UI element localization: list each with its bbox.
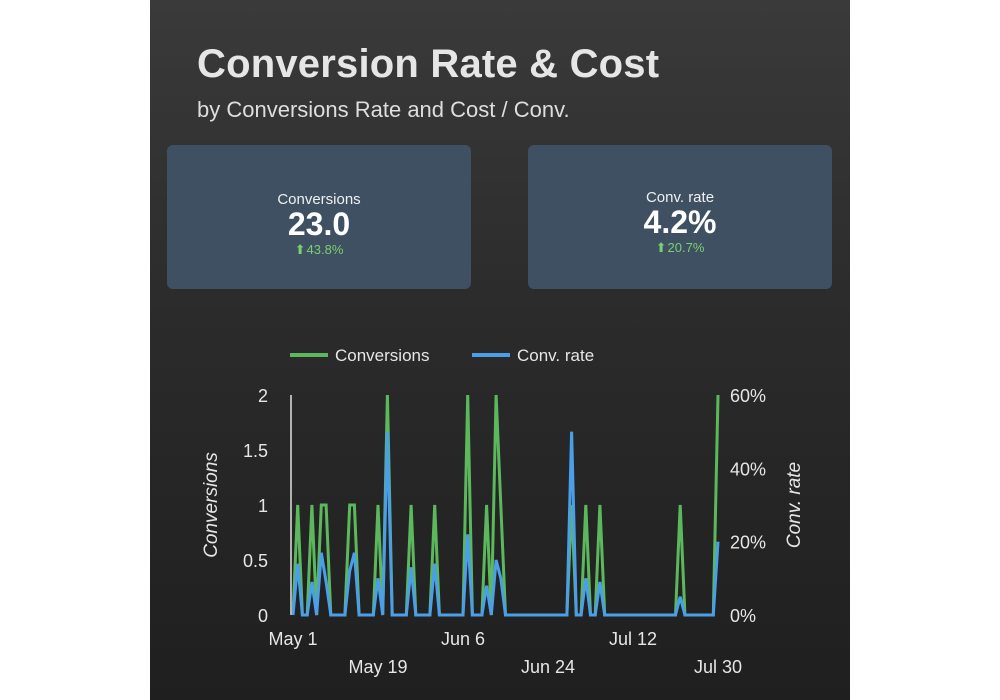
kpi-value: 23.0 bbox=[287, 206, 351, 242]
x-tick-label: Jun 6 bbox=[441, 629, 485, 649]
combo-line-chart: Conversions Conv. rate 0 0.5 1 1.5 2 0% 20% 40… bbox=[201, 346, 805, 677]
y-axis-left-ticks: 0 0.5 1 1.5 2 bbox=[243, 386, 268, 626]
kpi-label: Conv. rate bbox=[645, 189, 715, 206]
y2-tick-label: 40% bbox=[730, 459, 766, 479]
kpi-card-conv-rate[interactable]: Conv. rate 4.2% ⬆20.7% bbox=[528, 145, 832, 289]
y-tick-label: 2 bbox=[258, 386, 268, 406]
kpi-delta-value: 43.8% bbox=[306, 242, 344, 257]
y-axis-right-ticks: 0% 20% 40% 60% bbox=[730, 386, 766, 626]
page-title: Conversion Rate & Cost bbox=[197, 42, 660, 86]
y-tick-label: 0 bbox=[258, 606, 268, 626]
arrow-up-icon: ⬆ bbox=[655, 240, 667, 255]
legend-label-conversions[interactable]: Conversions bbox=[335, 346, 430, 365]
y2-tick-label: 20% bbox=[730, 533, 766, 553]
kpi-card-conversions[interactable]: Conversions 23.0 ⬆43.8% bbox=[167, 145, 471, 289]
x-tick-label: Jun 24 bbox=[521, 657, 575, 677]
chart-series bbox=[291, 394, 720, 617]
y-tick-label: 1.5 bbox=[243, 441, 268, 461]
y-axis-title: Conversions bbox=[201, 452, 222, 558]
y-tick-label: 0.5 bbox=[243, 551, 268, 571]
x-tick-label: Jul 30 bbox=[694, 657, 742, 677]
kpi-delta-value: 20.7% bbox=[667, 240, 705, 255]
y2-axis-title: Conv. rate bbox=[784, 462, 805, 548]
kpi-delta: ⬆20.7% bbox=[528, 240, 832, 256]
series-line-conv-rate[interactable] bbox=[291, 431, 720, 617]
x-tick-label: May 1 bbox=[268, 629, 317, 649]
x-tick-label: Jul 12 bbox=[609, 629, 657, 649]
arrow-up-icon: ⬆ bbox=[294, 242, 306, 257]
y2-tick-label: 60% bbox=[730, 386, 766, 406]
dashboard-panel: Conversion Rate & Cost by Conversions Ra… bbox=[150, 0, 850, 700]
y-tick-label: 1 bbox=[258, 496, 268, 516]
x-tick-label: May 19 bbox=[348, 657, 407, 677]
legend-label-conv-rate[interactable]: Conv. rate bbox=[517, 346, 594, 365]
kpi-label: Conversions bbox=[277, 191, 361, 208]
y2-tick-label: 0% bbox=[730, 606, 756, 626]
kpi-delta: ⬆43.8% bbox=[167, 242, 471, 258]
page-subtitle: by Conversions Rate and Cost / Conv. bbox=[197, 97, 570, 122]
chart-legend: Conversions Conv. rate bbox=[290, 346, 594, 365]
x-axis-ticks: May 1 May 19 Jun 6 Jun 24 Jul 12 Jul 30 bbox=[268, 629, 742, 677]
kpi-value: 4.2% bbox=[643, 204, 717, 240]
